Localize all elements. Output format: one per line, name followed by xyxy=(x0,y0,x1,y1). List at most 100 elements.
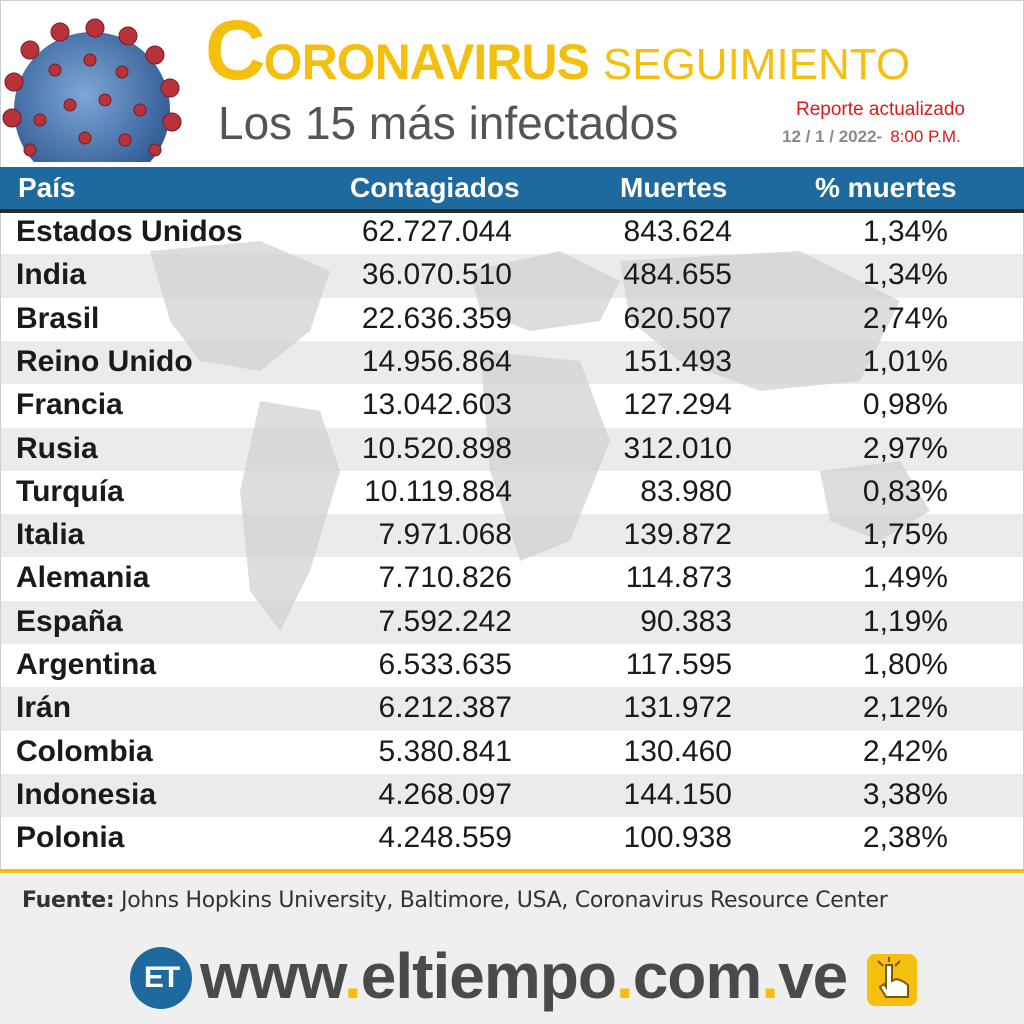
table-row: Irán 6.212.387 131.972 2,12% xyxy=(0,687,1024,731)
source-value: Johns Hopkins University, Baltimore, USA… xyxy=(121,888,888,913)
cell-deaths: 312.010 xyxy=(623,431,732,465)
cell-deaths: 117.595 xyxy=(625,648,732,681)
cell-deaths: 620.507 xyxy=(623,301,732,335)
cell-deaths: 83.980 xyxy=(640,474,732,508)
cell-country: India xyxy=(16,258,87,292)
table-body: Estados Unidos 62.727.044 843.624 1,34% Indi… xyxy=(0,211,1024,859)
cell-pct: 2,12% xyxy=(862,691,948,725)
cell-country: Colombia xyxy=(16,734,153,768)
cell-deaths: 127.294 xyxy=(623,388,732,422)
cell-deaths: 151.493 xyxy=(623,344,732,378)
report-date-value: 12 / 1 / 2022- xyxy=(782,127,883,146)
cell-cases: 6.533.635 xyxy=(378,648,512,681)
report-time: 8:00 P.M. xyxy=(890,127,961,146)
cell-cases: 7.592.242 xyxy=(378,604,512,638)
cell-pct: 3,38% xyxy=(862,777,948,811)
cell-country: España xyxy=(16,604,123,638)
header-pct: % muertes xyxy=(815,172,957,203)
cell-country: Turquía xyxy=(16,474,124,508)
url-www: www xyxy=(200,940,345,1012)
cell-deaths: 100.938 xyxy=(623,821,732,855)
cell-deaths: 114.873 xyxy=(625,561,732,595)
cell-pct: 1,49% xyxy=(862,561,948,595)
source-label: Fuente: xyxy=(22,888,115,913)
table-row: Colombia 5.380.841 130.460 2,42% xyxy=(0,731,1024,774)
cell-cases: 10.520.898 xyxy=(361,431,512,465)
cell-country: Brasil xyxy=(16,301,100,335)
source-bar: Fuente: Johns Hopkins University, Baltim… xyxy=(0,873,1024,933)
url-com: com xyxy=(632,940,763,1012)
cell-pct: 2,38% xyxy=(862,821,948,855)
url-ve: ve xyxy=(778,940,848,1012)
cell-cases: 22.636.359 xyxy=(361,301,512,335)
table-row: Indonesia 4.268.097 144.150 3,38% xyxy=(0,773,1024,818)
header-cases: Contagiados xyxy=(350,172,520,203)
url-eltiempo: eltiempo xyxy=(360,940,617,1012)
cell-deaths: 130.460 xyxy=(623,734,732,768)
url-dot: . xyxy=(761,940,779,1012)
table-row: Argentina 6.533.635 117.595 1,80% xyxy=(0,644,1024,687)
et-logo-text: ET xyxy=(143,961,180,994)
table-header: País Contagiados Muertes % muertes xyxy=(0,167,1024,213)
cell-country: Reino Unido xyxy=(16,344,193,378)
table-row: Reino Unido 14.956.864 151.493 1,01% xyxy=(0,340,1024,385)
cell-pct: 0,98% xyxy=(862,388,948,422)
cell-country: Polonia xyxy=(16,821,125,855)
et-logo: ET xyxy=(130,947,192,1009)
cell-cases: 6.212.387 xyxy=(378,691,512,725)
header-country: País xyxy=(18,172,76,203)
pointing-hand-icon xyxy=(867,954,917,1006)
cell-cases: 4.248.559 xyxy=(378,821,512,855)
cell-pct: 1,19% xyxy=(862,604,948,638)
table-row: Francia 13.042.603 127.294 0,98% xyxy=(0,384,1024,427)
cell-country: Francia xyxy=(16,388,123,422)
cell-deaths: 144.150 xyxy=(623,777,732,811)
cell-pct: 1,34% xyxy=(862,258,948,292)
table-row: India 36.070.510 484.655 1,34% xyxy=(0,254,1024,298)
cell-country: Italia xyxy=(16,518,85,552)
cell-country: Argentina xyxy=(16,648,157,681)
cell-deaths: 484.655 xyxy=(623,258,732,292)
title-coronavirus: ORONAVIRUS xyxy=(263,34,590,90)
cell-cases: 7.971.068 xyxy=(378,518,512,552)
table-row: Turquía 10.119.884 83.980 0,83% xyxy=(0,471,1024,514)
cell-pct: 1,80% xyxy=(862,648,948,681)
world-map-watermark xyxy=(150,241,930,631)
website-url[interactable]: www.eltiempo.com.ve xyxy=(200,939,848,1013)
cell-deaths: 843.624 xyxy=(623,215,732,248)
header-deaths: Muertes xyxy=(620,172,728,203)
cell-country: Estados Unidos xyxy=(16,215,243,248)
cell-country: Rusia xyxy=(16,431,98,465)
cell-pct: 2,74% xyxy=(862,301,948,335)
cell-cases: 5.380.841 xyxy=(378,734,512,768)
cell-cases: 36.070.510 xyxy=(361,258,512,292)
source-text: Fuente: Johns Hopkins University, Baltim… xyxy=(22,888,888,913)
footer: ET www.eltiempo.com.ve xyxy=(0,933,1024,1024)
report-label: Reporte actualizado xyxy=(796,99,965,120)
cell-cases: 10.119.884 xyxy=(364,474,512,508)
table-row: Polonia 4.248.559 100.938 2,38% xyxy=(0,817,1024,859)
report-date: 12 / 1 / 2022- 8:00 P.M. xyxy=(782,127,961,147)
cell-pct: 2,42% xyxy=(862,734,948,768)
url-dot: . xyxy=(615,940,634,1012)
title-seguimiento: SEGUIMIENTO xyxy=(602,40,911,89)
cell-pct: 2,97% xyxy=(862,431,948,465)
cell-cases: 14.956.864 xyxy=(361,344,512,378)
cell-pct: 0,83% xyxy=(862,474,948,508)
table-row: Estados Unidos 62.727.044 843.624 1,34% xyxy=(0,211,1024,254)
title-first-letter: C xyxy=(205,3,266,97)
subtitle: Los 15 más infectados xyxy=(218,97,679,149)
cell-deaths: 90.383 xyxy=(640,604,732,638)
table-row: España 7.592.242 90.383 1,19% xyxy=(0,600,1024,644)
coronavirus-illustration xyxy=(0,10,190,162)
cell-pct: 1,75% xyxy=(862,518,948,552)
url-dot: . xyxy=(343,940,362,1012)
table-row: Italia 7.971.068 139.872 1,75% xyxy=(0,514,1024,558)
main-title: CORONAVIRUS SEGUIMIENTO xyxy=(205,2,1005,97)
cell-cases: 7.710.826 xyxy=(378,561,512,595)
cell-country: Irán xyxy=(16,691,72,725)
table-row: Brasil 22.636.359 620.507 2,74% xyxy=(0,298,1024,341)
divider-line xyxy=(0,869,1024,873)
cell-cases: 62.727.044 xyxy=(361,215,512,248)
cell-pct: 1,01% xyxy=(862,344,948,378)
